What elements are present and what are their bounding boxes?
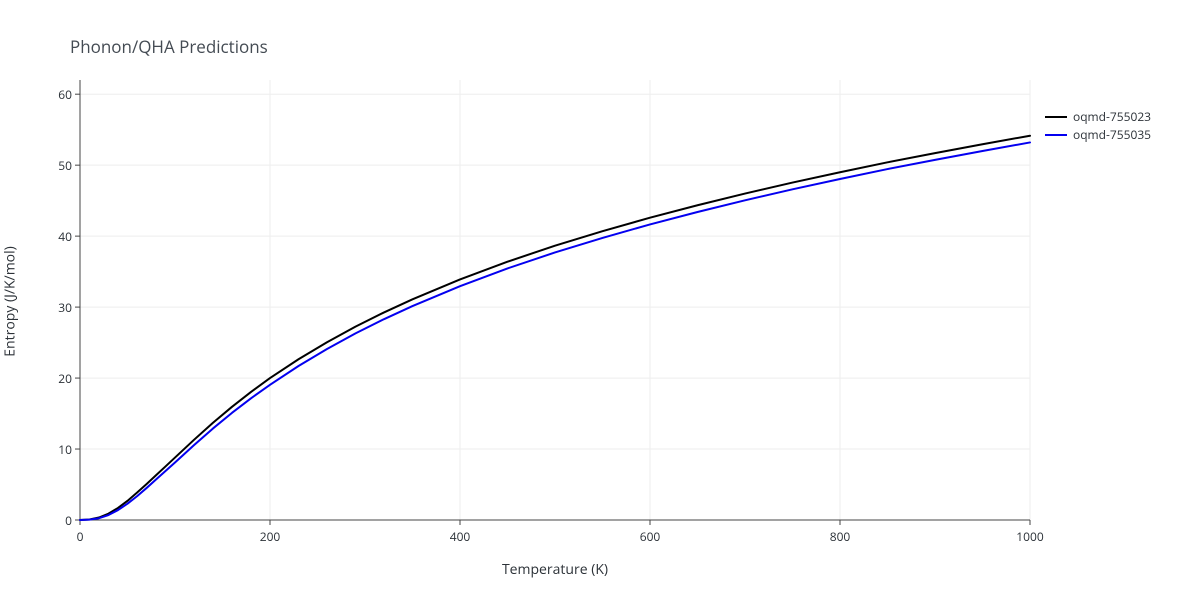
x-tick-label: 200 bbox=[250, 528, 290, 545]
y-tick-label: 0 bbox=[40, 512, 72, 529]
legend-entry[interactable]: oqmd-755023 bbox=[1045, 108, 1151, 125]
legend-swatch bbox=[1045, 134, 1067, 136]
legend-label: oqmd-755035 bbox=[1073, 126, 1151, 143]
y-tick-label: 60 bbox=[40, 86, 72, 103]
legend-entry[interactable]: oqmd-755035 bbox=[1045, 126, 1151, 143]
plot-svg bbox=[0, 0, 1200, 600]
x-tick-label: 0 bbox=[60, 528, 100, 545]
x-tick-label: 400 bbox=[440, 528, 480, 545]
y-tick-label: 10 bbox=[40, 441, 72, 458]
y-tick-label: 30 bbox=[40, 299, 72, 316]
x-tick-label: 1000 bbox=[1010, 528, 1050, 545]
y-tick-label: 50 bbox=[40, 157, 72, 174]
x-tick-label: 800 bbox=[820, 528, 860, 545]
x-tick-label: 600 bbox=[630, 528, 670, 545]
chart-container: { "chart": { "type": "line", "title": "P… bbox=[0, 0, 1200, 600]
y-tick-label: 40 bbox=[40, 228, 72, 245]
y-tick-label: 20 bbox=[40, 370, 72, 387]
legend-swatch bbox=[1045, 116, 1067, 118]
legend-label: oqmd-755023 bbox=[1073, 108, 1151, 125]
